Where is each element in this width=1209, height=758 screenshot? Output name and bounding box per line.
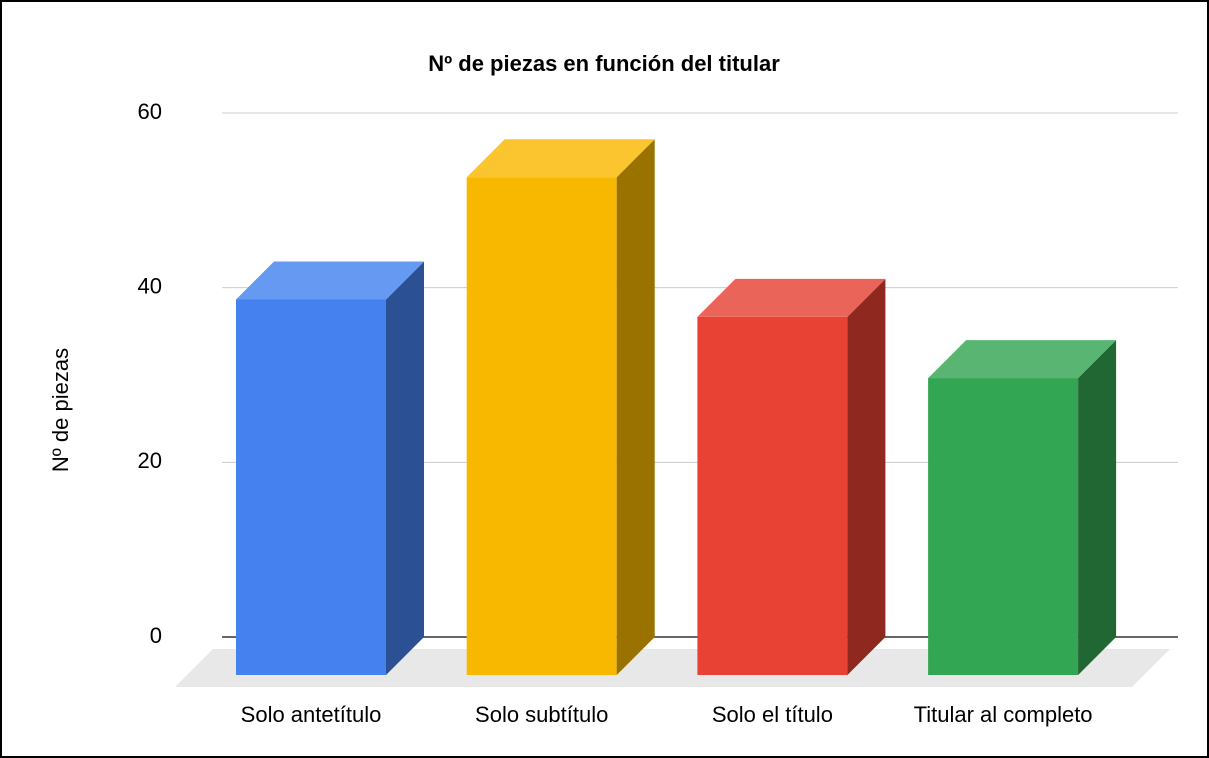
bar-front: [928, 378, 1079, 675]
x-tick-label: Solo el título: [712, 702, 833, 727]
bar-side: [386, 261, 424, 675]
y-tick-label: 60: [138, 99, 162, 124]
bar-top: [466, 139, 655, 178]
x-tick-label: Titular al completo: [914, 702, 1093, 727]
y-axis-label: Nº de piezas: [48, 348, 73, 472]
bar-side: [616, 139, 655, 675]
bar-top: [928, 340, 1117, 379]
bar-side: [847, 278, 886, 675]
chart-title: Nº de piezas en función del titular: [428, 51, 780, 76]
bar-front: [466, 177, 617, 675]
bar-front: [236, 299, 386, 675]
bar-front: [697, 316, 848, 675]
bar-side: [1078, 340, 1117, 675]
x-tick-label: Solo antetítulo: [241, 702, 382, 727]
y-tick-label: 20: [138, 448, 162, 473]
floor: [175, 649, 1170, 687]
y-tick-label: 0: [150, 623, 162, 648]
x-tick-label: Solo subtítulo: [475, 702, 608, 727]
bar-top: [697, 278, 886, 317]
bar-top: [236, 261, 424, 300]
y-tick-label: 40: [138, 273, 162, 298]
